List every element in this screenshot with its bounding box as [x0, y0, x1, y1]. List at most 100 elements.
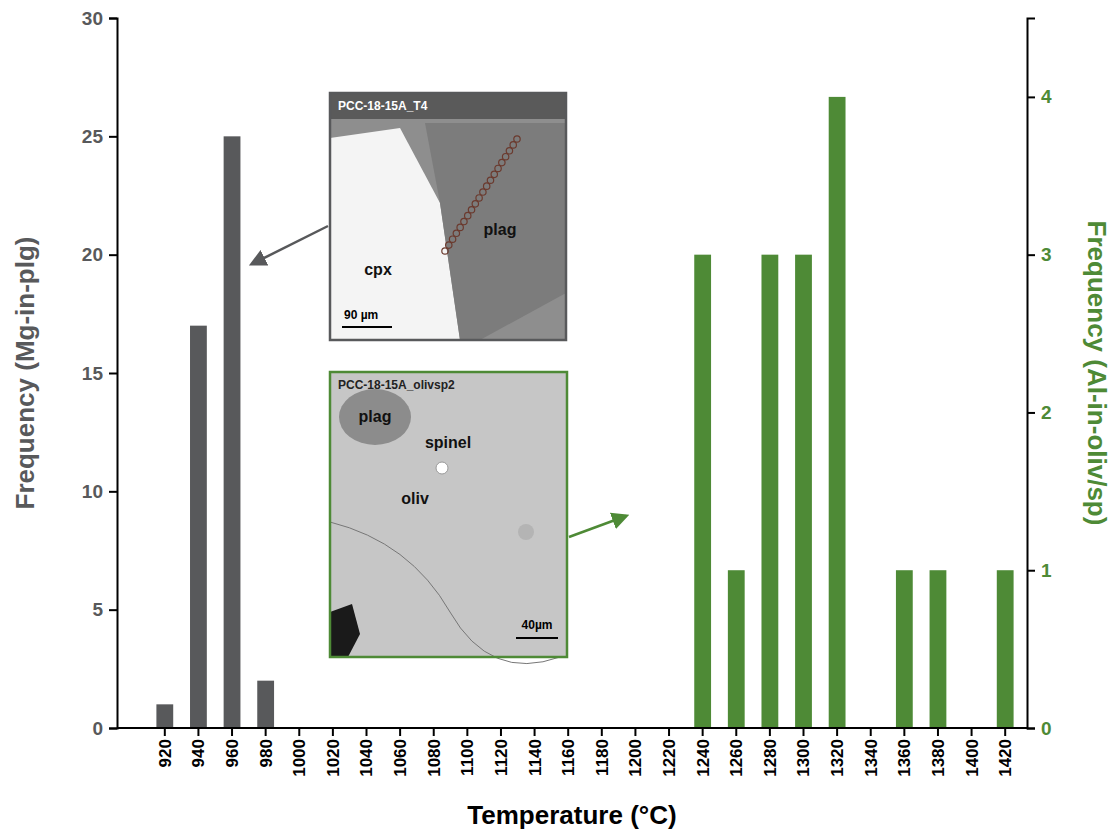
inset-region	[518, 524, 534, 540]
bar	[190, 326, 207, 728]
tick: 1020	[324, 728, 343, 777]
tick-label: 1020	[324, 739, 343, 777]
bar	[829, 97, 846, 728]
tick-label: 1400	[963, 739, 982, 777]
axis-line	[1028, 19, 1036, 729]
tick: 2	[1027, 402, 1052, 423]
tick: 1400	[963, 728, 982, 777]
traverse-point	[502, 153, 508, 159]
tick-label: 1340	[862, 739, 881, 777]
tick: 1140	[526, 728, 545, 776]
tick-mark	[1027, 728, 1035, 730]
tick-mark	[803, 728, 805, 736]
tick: 1260	[727, 728, 746, 777]
bar	[930, 570, 947, 728]
tick-mark	[903, 728, 905, 736]
bar	[694, 255, 711, 728]
tick: 15	[82, 363, 117, 384]
tick: 1120	[492, 728, 511, 776]
inset-title: PCC-18-15A_T4	[338, 99, 428, 113]
traverse-point	[506, 148, 512, 154]
inset-label: plag	[359, 408, 392, 425]
bars	[156, 97, 1013, 728]
tick-mark	[937, 728, 939, 736]
tick-mark	[500, 728, 502, 736]
tick-mark	[265, 728, 267, 736]
tick-label: 2	[1041, 402, 1052, 423]
tick-label: 940	[189, 739, 208, 767]
tick: 1000	[290, 728, 309, 777]
tick-label: 1180	[593, 739, 612, 776]
inset-frame	[330, 93, 566, 340]
scale-bar-label: 40µm	[522, 618, 553, 632]
tick-label: 20	[82, 244, 103, 265]
arrow	[569, 516, 626, 537]
tick-mark	[1004, 728, 1006, 736]
tick-label: 1380	[929, 739, 948, 777]
tick-label: 1100	[458, 739, 477, 776]
bar	[761, 255, 778, 728]
tick-mark	[870, 728, 872, 736]
tick: 5	[92, 599, 117, 620]
traverse-point	[442, 248, 448, 254]
tick-mark	[836, 728, 838, 736]
tick-mark	[433, 728, 435, 736]
tick: 3	[1027, 244, 1052, 265]
tick: 30	[82, 8, 117, 29]
x-axis: 9209409609801000102010401060108011001120…	[156, 728, 1015, 777]
inset: PCC-18-15A_olivsp2plagspineloliv40µm	[330, 372, 567, 664]
tick: 1240	[694, 728, 713, 777]
y-axis-title: Frequency (Mg-in-plg)	[10, 237, 40, 510]
axis-line	[109, 19, 118, 729]
tick-mark	[769, 728, 771, 736]
traverse-point	[465, 212, 471, 218]
tick: 0	[92, 718, 117, 739]
tick-label: 5	[92, 599, 103, 620]
tick: 980	[257, 728, 276, 767]
tick-mark	[634, 728, 636, 736]
traverse-point	[453, 230, 459, 236]
inset-frame	[330, 372, 567, 657]
tick: 1200	[626, 728, 645, 777]
tick-mark	[702, 728, 704, 736]
chart: 0510152025300123492094096098010001020104…	[0, 0, 1118, 835]
tick-mark	[399, 728, 401, 736]
tick-label: 1280	[761, 739, 780, 777]
bar	[224, 136, 241, 728]
tick-mark	[109, 491, 117, 493]
traverse-point	[480, 189, 486, 195]
inset-label: spinel	[425, 434, 471, 451]
tick-label: 1260	[727, 739, 746, 777]
tick-label: 3	[1041, 244, 1052, 265]
inset-label: oliv	[401, 490, 429, 507]
tick: 1340	[862, 728, 881, 777]
tick-label: 1320	[828, 739, 847, 777]
tick-label: 920	[156, 739, 175, 767]
inset-background	[330, 372, 567, 657]
traverse-point	[461, 218, 467, 224]
y2-axis-title: Frequency (Al-in-oliv/sp)	[1082, 221, 1112, 526]
bar	[156, 704, 173, 728]
tick-label: 1060	[391, 739, 410, 777]
tick-mark	[109, 254, 117, 256]
inset-region	[425, 123, 566, 340]
y-axis: 051015202530	[82, 8, 118, 739]
bar	[795, 255, 812, 728]
inset-background	[330, 93, 566, 340]
tick: 4	[1027, 86, 1052, 107]
tick: 1280	[761, 728, 780, 777]
traverse-point	[499, 159, 505, 165]
tick-label: 1360	[895, 739, 914, 777]
tick-mark	[567, 728, 569, 736]
tick: 1360	[895, 728, 914, 777]
tick-mark	[197, 728, 199, 736]
x-axis-title: Temperature (°C)	[467, 800, 676, 830]
tick-mark	[109, 609, 117, 611]
inset-label: cpx	[364, 261, 392, 278]
tick-mark	[231, 728, 233, 736]
tick-mark	[1027, 570, 1035, 572]
tick: 1100	[458, 728, 477, 776]
tick-label: 1120	[492, 739, 511, 776]
tick-label: 1220	[660, 739, 679, 777]
traverse-point	[468, 207, 474, 213]
